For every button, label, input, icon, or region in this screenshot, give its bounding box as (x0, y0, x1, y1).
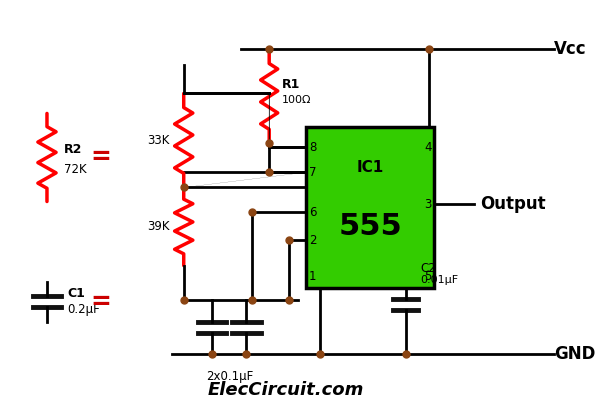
Text: C1: C1 (67, 287, 85, 300)
Text: 3: 3 (424, 198, 431, 211)
Text: 555: 555 (338, 212, 402, 241)
Text: 2: 2 (309, 234, 317, 247)
Text: 2x0.1μF: 2x0.1μF (206, 370, 253, 382)
Text: 5: 5 (424, 270, 431, 283)
Text: 6: 6 (309, 206, 317, 219)
Text: 1: 1 (309, 270, 317, 283)
Text: 8: 8 (309, 141, 316, 154)
Text: 100Ω: 100Ω (282, 96, 311, 106)
FancyBboxPatch shape (306, 127, 434, 288)
Text: 4: 4 (424, 141, 431, 154)
Text: C2: C2 (420, 262, 436, 275)
Text: ElecCircuit.com: ElecCircuit.com (208, 380, 364, 399)
Text: 72K: 72K (64, 163, 86, 176)
Text: 0.2μF: 0.2μF (67, 303, 100, 316)
Text: GND: GND (554, 345, 595, 363)
Text: 39K: 39K (147, 220, 169, 233)
Text: 0.01μF: 0.01μF (420, 275, 458, 285)
Text: 7: 7 (309, 166, 317, 179)
Text: R1: R1 (282, 78, 300, 91)
Text: R2: R2 (64, 143, 82, 156)
Text: =: = (91, 145, 112, 170)
Text: IC1: IC1 (357, 160, 384, 175)
Text: Output: Output (480, 195, 545, 213)
Text: Vcc: Vcc (554, 40, 587, 58)
Text: =: = (91, 290, 112, 314)
Text: 33K: 33K (147, 134, 169, 147)
